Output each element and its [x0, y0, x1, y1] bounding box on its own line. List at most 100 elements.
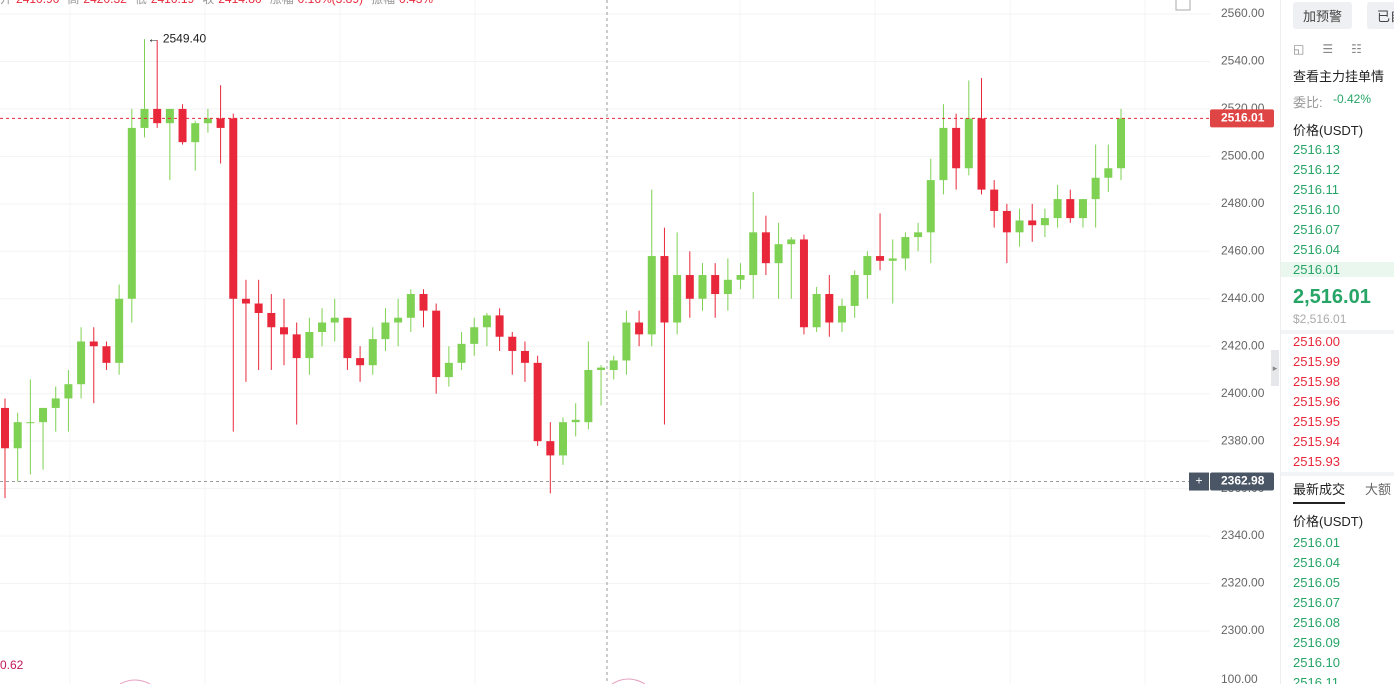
candle-body	[533, 362, 542, 442]
candle-body	[1, 407, 9, 449]
candle-body	[1104, 168, 1113, 178]
view-icons[interactable]: ◱☰☷	[1293, 42, 1380, 56]
candle-body	[89, 341, 98, 347]
ask-price: 2516.01	[1281, 262, 1394, 277]
indicator-curve	[119, 678, 646, 684]
candle-body	[584, 369, 593, 423]
info-label: 高	[67, 0, 79, 6]
candle-body	[622, 322, 631, 361]
candle-body	[799, 239, 808, 328]
bid-price: 2516.00	[1293, 334, 1340, 349]
candle-body	[482, 315, 491, 328]
candle-body	[368, 339, 377, 366]
y-tick-label: 2400.00	[1221, 386, 1265, 400]
indicator-value: 0.62	[0, 658, 24, 672]
trade-price: 2516.09	[1293, 635, 1340, 650]
candle-body	[241, 298, 250, 304]
corner-icon	[1175, 0, 1191, 11]
info-value: 0.43%	[399, 0, 433, 6]
candle-body	[127, 127, 136, 299]
y-tick-label: 2540.00	[1221, 54, 1265, 68]
candle-body	[343, 317, 352, 359]
candle-body	[1028, 220, 1037, 226]
y-tick-label: 2500.00	[1221, 149, 1265, 163]
candle-body	[914, 232, 923, 238]
watch-link[interactable]: 查看主力挂单情	[1293, 69, 1385, 84]
candle-body	[1015, 220, 1024, 233]
candle-body	[508, 336, 517, 351]
ask-price: 2516.13	[1293, 142, 1340, 157]
candle-body	[165, 108, 174, 124]
info-label: 振幅	[371, 0, 395, 6]
tab-active[interactable]: 最新成交	[1293, 479, 1346, 504]
bid-price: 2515.96	[1293, 394, 1340, 409]
candle-body	[698, 275, 707, 299]
candle-body	[77, 341, 86, 385]
info-value: 2410.90	[16, 0, 60, 6]
last-usd: $2,516.01	[1293, 312, 1347, 326]
candle-body	[749, 232, 758, 276]
y-tick-label: 2440.00	[1221, 291, 1265, 305]
candle-body	[926, 180, 935, 233]
y-tick-label: 2300.00	[1221, 623, 1265, 637]
candle-body	[952, 127, 961, 169]
candle-body	[216, 118, 225, 128]
y-tick-label: 2380.00	[1221, 433, 1265, 447]
candle-body	[191, 123, 200, 143]
bid-price: 2515.98	[1293, 374, 1340, 389]
high-label: ← 2549.40	[148, 31, 207, 45]
candle-body	[178, 108, 187, 143]
candle-body	[51, 398, 60, 408]
candle-body	[863, 256, 872, 276]
last-price: 2,516.01	[1293, 286, 1371, 308]
candle-body	[318, 322, 327, 332]
candle-body	[939, 127, 948, 181]
bid-price: 2515.95	[1293, 414, 1340, 429]
candle-body	[26, 422, 35, 424]
candle-body	[470, 327, 479, 344]
candle-body	[229, 118, 238, 299]
candle-body	[647, 256, 656, 335]
candle-body	[635, 322, 644, 335]
candle-body	[394, 317, 403, 323]
candle-body	[153, 108, 162, 124]
candle-body	[13, 422, 22, 449]
candle-body	[495, 315, 504, 337]
candle-body	[267, 313, 276, 328]
candle-body	[1002, 210, 1011, 233]
divider	[1281, 472, 1394, 476]
candle-body	[990, 189, 999, 211]
last-price-label: 2516.01	[1221, 111, 1265, 125]
candle-body	[64, 384, 73, 399]
tab[interactable]: 大额	[1365, 482, 1392, 497]
alert-button[interactable]: 加预警	[1293, 2, 1353, 29]
add-icon: +	[1195, 474, 1202, 488]
candle-body	[444, 362, 453, 378]
candle-body	[330, 317, 339, 323]
candle-body	[102, 346, 111, 363]
info-value: 2420.32	[83, 0, 127, 6]
candle-body	[546, 441, 555, 456]
ask-price: 2516.11	[1293, 182, 1340, 197]
ask-price: 2516.04	[1293, 242, 1340, 257]
candle-body	[305, 331, 314, 359]
y-tick-label: 2340.00	[1221, 528, 1265, 542]
trade-price: 2516.05	[1293, 575, 1340, 590]
auto-button[interactable]: 已自	[1367, 2, 1394, 29]
chart: 2300.002320.002340.002360.002380.002400.…	[0, 0, 1274, 684]
candle-body	[977, 118, 986, 190]
candle-body	[1053, 199, 1062, 219]
ratio-label: 委比:	[1293, 95, 1323, 110]
ask-price: 2516.10	[1293, 202, 1340, 217]
candle-body	[39, 407, 48, 423]
price-header: 价格(USDT)	[1293, 123, 1364, 138]
candle-body	[1066, 199, 1075, 219]
candle-body	[1091, 177, 1100, 200]
candle-body	[964, 118, 973, 169]
add-button[interactable]	[1189, 472, 1209, 491]
panel-handle[interactable]: ▸	[1271, 350, 1279, 386]
candle-body	[115, 298, 124, 363]
candle-body	[520, 350, 529, 363]
ask-price: 2516.12	[1293, 162, 1340, 177]
